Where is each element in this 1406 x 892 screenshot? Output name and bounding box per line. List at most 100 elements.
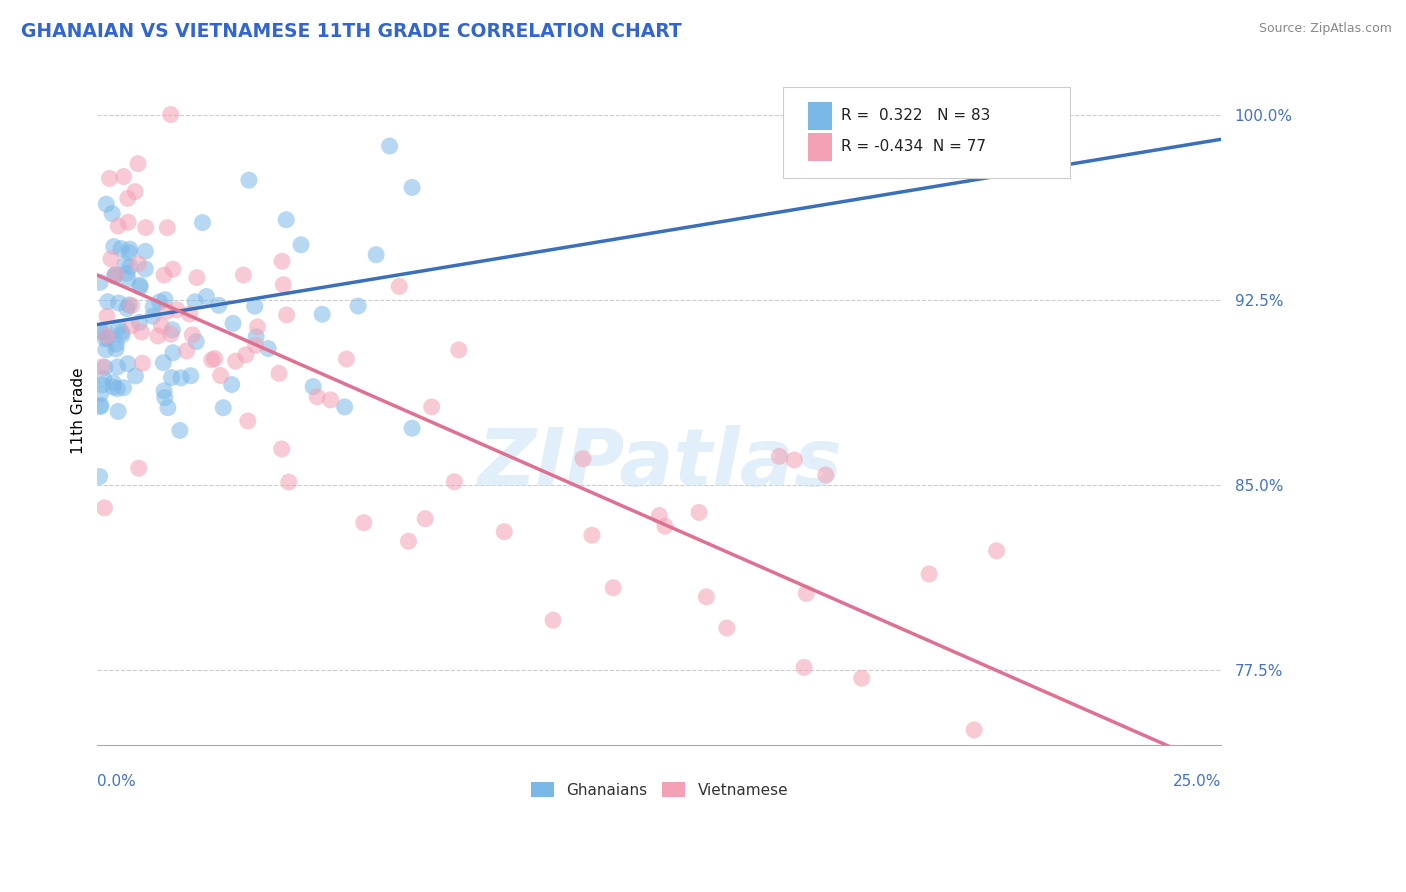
Point — [94, 343, 117, 357]
Point — [654, 519, 676, 533]
Point — [333, 400, 356, 414]
Point — [150, 318, 173, 333]
Point — [101, 206, 124, 220]
Point — [181, 327, 204, 342]
Point — [243, 299, 266, 313]
Text: R =  0.322   N = 83: R = 0.322 N = 83 — [841, 108, 991, 123]
Point — [277, 475, 299, 489]
Point — [311, 307, 333, 321]
Point — [107, 404, 129, 418]
Point — [127, 257, 149, 271]
Point — [112, 381, 135, 395]
Point — [111, 325, 134, 339]
Point — [124, 185, 146, 199]
Point — [117, 191, 139, 205]
Point — [169, 424, 191, 438]
Point — [276, 308, 298, 322]
Point — [121, 299, 143, 313]
Point — [271, 277, 294, 292]
Point — [166, 302, 188, 317]
Point — [142, 300, 165, 314]
Point — [117, 357, 139, 371]
Point — [93, 500, 115, 515]
Point — [918, 566, 941, 581]
Point — [179, 307, 201, 321]
Point — [134, 244, 156, 259]
Point — [401, 180, 423, 194]
Point — [98, 171, 121, 186]
Point — [159, 107, 181, 121]
Point — [89, 469, 111, 483]
Point — [103, 376, 125, 390]
Point — [413, 512, 436, 526]
Point — [94, 325, 117, 339]
Point — [160, 370, 183, 384]
Point — [89, 400, 111, 414]
Point — [986, 543, 1008, 558]
Point — [347, 299, 370, 313]
Point — [96, 329, 118, 343]
Point — [93, 371, 115, 385]
Point — [170, 371, 193, 385]
Point — [90, 325, 112, 339]
Point — [319, 392, 342, 407]
Point — [221, 377, 243, 392]
Point — [89, 275, 111, 289]
Point — [153, 384, 176, 398]
Point — [91, 377, 114, 392]
Point — [162, 262, 184, 277]
FancyBboxPatch shape — [783, 87, 1070, 178]
Point — [388, 279, 411, 293]
Point — [335, 351, 357, 366]
Point — [97, 294, 120, 309]
Point — [209, 368, 232, 383]
Point — [602, 581, 624, 595]
Point — [105, 382, 128, 396]
Point — [96, 331, 118, 345]
Point — [103, 239, 125, 253]
Point — [401, 421, 423, 435]
FancyBboxPatch shape — [807, 102, 832, 130]
Text: GHANAIAN VS VIETNAMESE 11TH GRADE CORRELATION CHART: GHANAIAN VS VIETNAMESE 11TH GRADE CORREL… — [21, 22, 682, 41]
Point — [794, 586, 817, 600]
Point — [222, 316, 245, 330]
FancyBboxPatch shape — [807, 133, 832, 161]
Point — [153, 391, 176, 405]
Point — [162, 323, 184, 337]
Text: 0.0%: 0.0% — [97, 774, 136, 789]
Text: R = -0.434  N = 77: R = -0.434 N = 77 — [841, 138, 987, 153]
Point — [115, 266, 138, 280]
Point — [541, 613, 564, 627]
Point — [107, 296, 129, 310]
Point — [225, 354, 247, 368]
Point — [186, 334, 208, 349]
Point — [112, 169, 135, 184]
Point — [180, 368, 202, 383]
Point — [118, 260, 141, 274]
Point — [115, 301, 138, 316]
Point — [204, 351, 226, 366]
Point — [131, 325, 153, 339]
Point — [201, 352, 224, 367]
Point — [156, 220, 179, 235]
Point — [208, 298, 231, 312]
Point — [103, 380, 125, 394]
Point — [90, 399, 112, 413]
Point — [118, 242, 141, 256]
Point — [963, 723, 986, 737]
Point — [148, 294, 170, 309]
Point — [152, 356, 174, 370]
Point — [156, 304, 179, 318]
Point — [118, 298, 141, 312]
Point — [162, 345, 184, 359]
Point — [420, 400, 443, 414]
Point — [276, 212, 298, 227]
Point — [146, 329, 169, 343]
Point — [129, 280, 152, 294]
Point — [271, 254, 294, 268]
Point — [353, 516, 375, 530]
Legend: Ghanaians, Vietnamese: Ghanaians, Vietnamese — [524, 775, 794, 804]
Point — [110, 242, 132, 256]
Point — [768, 450, 790, 464]
Point — [267, 366, 290, 380]
